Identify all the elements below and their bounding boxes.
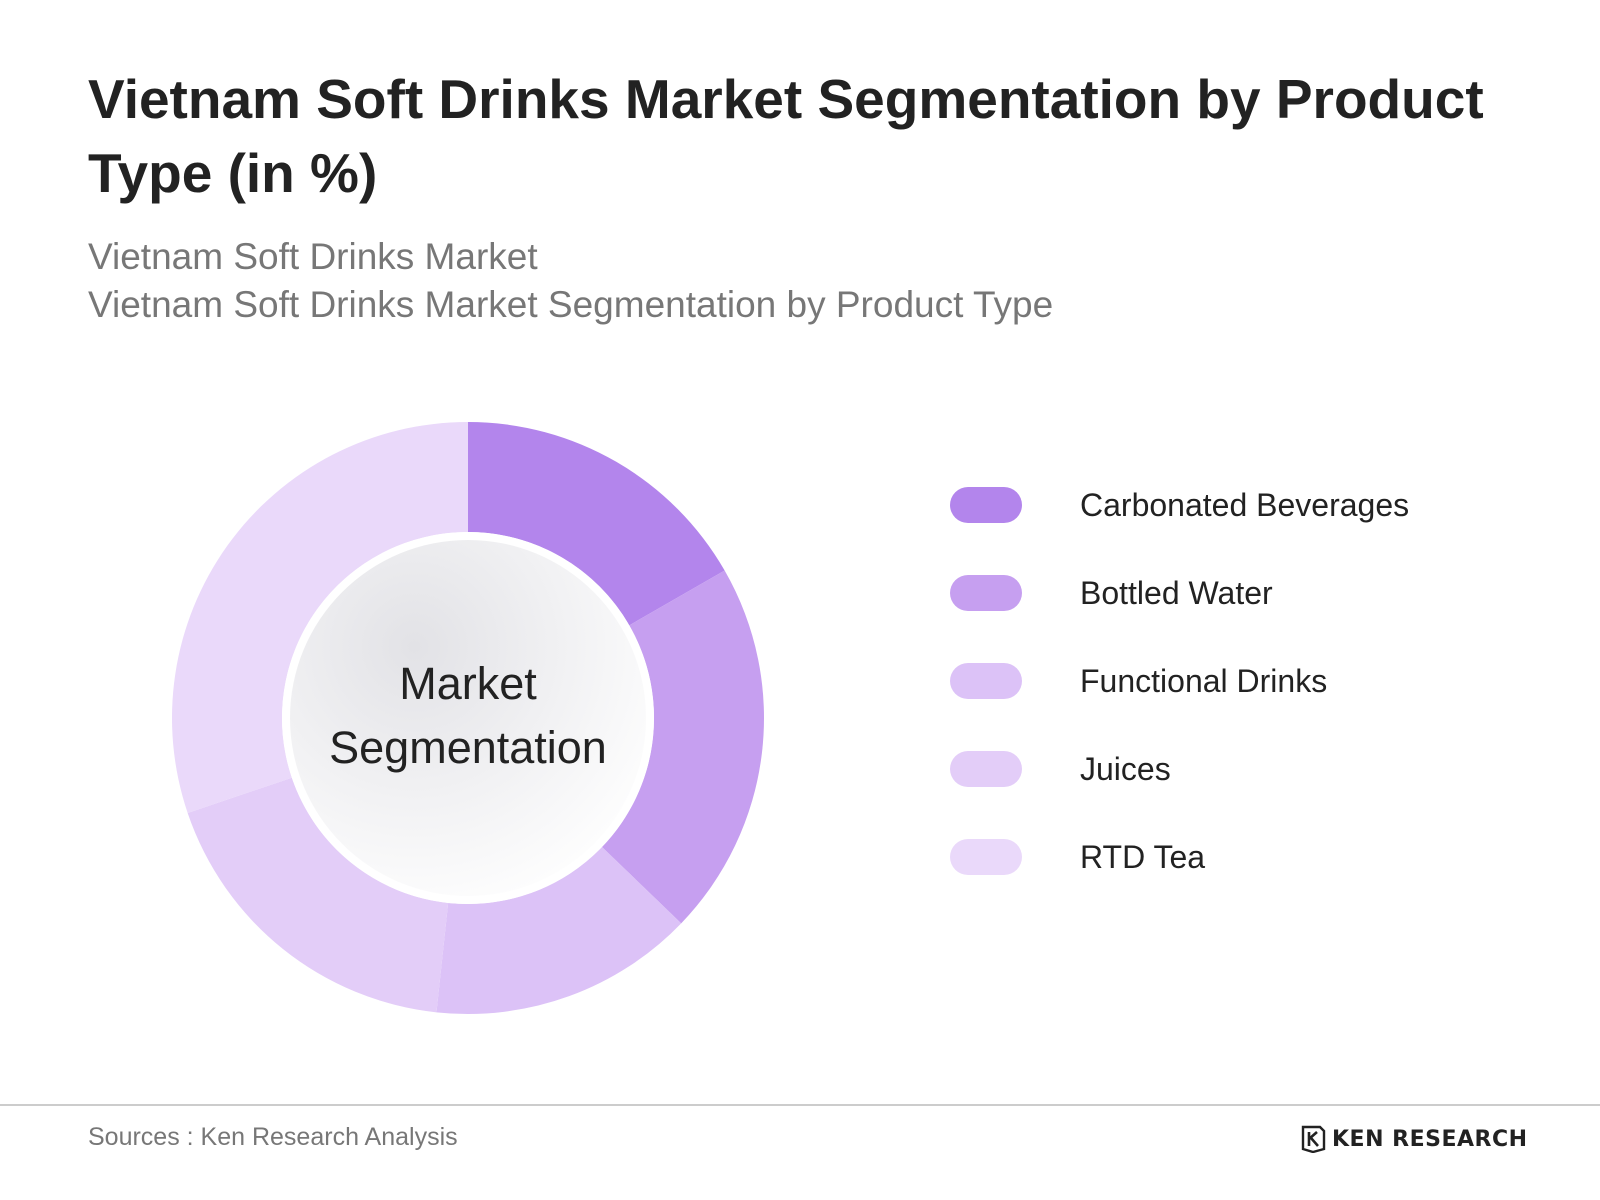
donut-slice-juices [187,777,449,1013]
legend-label: RTD Tea [1080,839,1206,875]
legend-swatch [950,575,1022,611]
chart-subtitle-market: Vietnam Soft Drinks Market [88,236,538,277]
center-label-line1: Market [399,658,537,709]
legend-label: Juices [1080,751,1171,787]
ken-research-k-logo-icon [1301,1125,1326,1153]
legend-item: RTD Tea [950,832,1550,920]
donut-slices [171,422,764,1015]
legend-item: Functional Drinks [950,656,1550,744]
center-label-line2: Segmentation [329,722,607,773]
chart-title: Vietnam Soft Drinks Market Segmentation … [88,68,1484,204]
legend-item: Bottled Water [950,568,1550,656]
legend-label: Functional Drinks [1080,663,1328,699]
footer-divider [0,1104,1600,1106]
legend-item: Juices [950,744,1550,832]
legend-label: Carbonated Beverages [1080,487,1410,523]
chart-subtitle-segmentation: Vietnam Soft Drinks Market Segmentation … [88,284,1054,325]
ken-research-logo: KEN RESEARCH [1300,1124,1528,1154]
chart-legend: Carbonated Beverages Bottled Water Functio… [950,480,1550,920]
legend-swatch [950,487,1022,523]
donut-slice-carbonated-beverages [468,422,725,626]
legend-label: Bottled Water [1080,575,1273,611]
legend-swatch [950,839,1022,875]
donut-slice-rtd-tea [171,422,468,813]
legend-item: Carbonated Beverages [950,480,1550,568]
legend-swatch [950,751,1022,787]
donut-center-disc [290,540,646,896]
donut-chart: Market Segmentation [171,422,764,1015]
legend-swatch [950,663,1022,699]
source-note: Sources : Ken Research Analysis [88,1123,458,1151]
donut-slice-functional-drinks [436,847,682,1015]
donut-slice-bottled-water [601,570,764,924]
donut-chart-svg [171,422,764,1015]
donut-center-label: Market Segmentation [318,652,618,780]
logo-text: KEN RESEARCH [1332,1126,1528,1152]
